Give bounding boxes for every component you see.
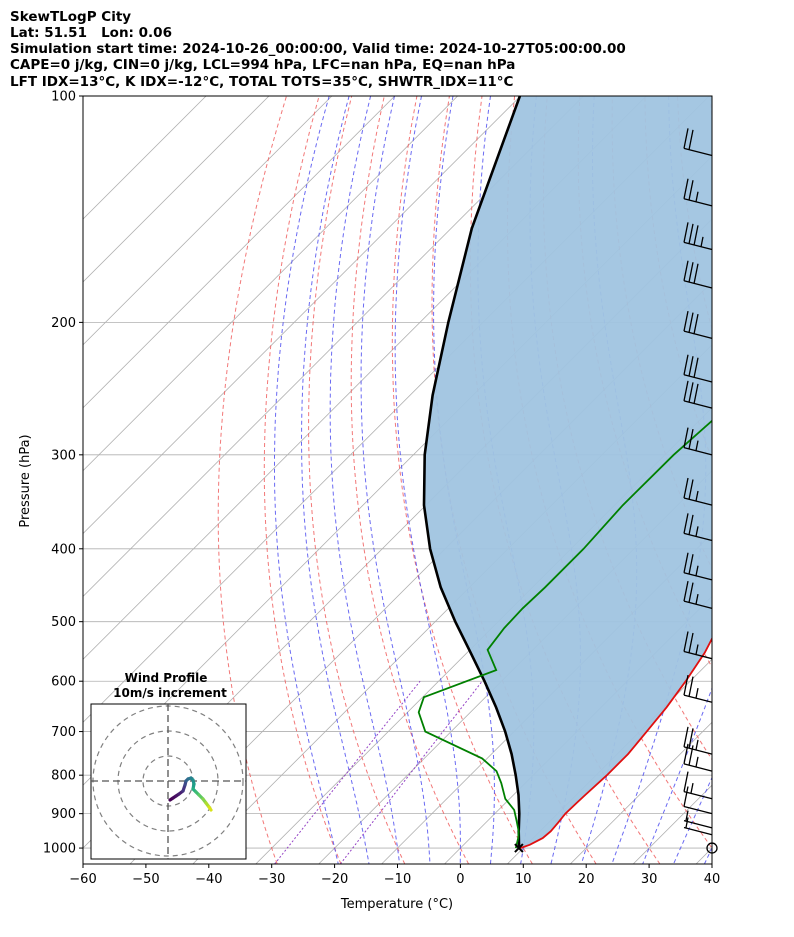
cape-area (424, 96, 712, 849)
dry-adiabat-line (263, 96, 342, 864)
wind-barb (683, 786, 713, 815)
moist-adiabat-line (673, 776, 712, 864)
header-line-3: Simulation start time: 2024-10-26_00:00:… (10, 41, 626, 57)
moist-adiabat-line (329, 96, 401, 864)
hodograph-segment (207, 805, 213, 812)
x-tick-label: −50 (132, 872, 159, 887)
wind-barb (683, 771, 713, 800)
wind-barb (683, 817, 713, 836)
moist-adiabat-line (274, 96, 339, 864)
x-tick-label: 10 (515, 872, 532, 887)
hodograph-inset: Wind Profile 10m/s increment (90, 671, 247, 860)
mixing-ratio-line (274, 680, 421, 864)
x-axis-label: Temperature (°C) (340, 897, 453, 912)
dry-adiabat-line (308, 96, 406, 864)
wind-barb (683, 810, 713, 829)
dewpoint-line (417, 419, 712, 849)
moist-adiabat-line (360, 96, 431, 864)
isotherm-line (83, 96, 584, 598)
y-tick-label: 800 (51, 769, 76, 784)
lcl-marker (514, 843, 524, 853)
dry-adiabat-line (350, 96, 470, 864)
wind-barb (683, 631, 713, 660)
wind-barb (683, 726, 713, 755)
header-line-5: LFT IDX=13°C, K IDX=-12°C, TOTAL TOTS=35… (10, 74, 513, 90)
wind-barb (683, 260, 713, 289)
y-tick-label: 200 (51, 316, 76, 331)
dry-adiabat-line (217, 96, 287, 864)
x-tick-label: −30 (258, 872, 285, 887)
isotherm-line (83, 96, 270, 283)
parcel-profile-line (422, 96, 522, 849)
temperature-line (519, 636, 712, 849)
header-line-2: Lat: 51.51 Lon: 0.06 (10, 25, 172, 41)
cape-shaded-region (424, 96, 712, 849)
y-tick-label: 600 (51, 675, 76, 690)
wind-barb (683, 380, 713, 409)
isotherm-line (83, 96, 458, 472)
dry-adiabat-line (775, 96, 794, 864)
wind-barbs (683, 128, 718, 854)
moist-adiabat-line (703, 846, 712, 864)
y-axis-ticks: 100 200 300 400 500 600 700 800 900 1000 (43, 90, 83, 857)
wind-barb (683, 513, 713, 542)
moist-adiabat-line (394, 96, 461, 864)
wind-barb (683, 552, 713, 581)
y-tick-label: 900 (51, 807, 76, 822)
y-tick-label: 1000 (43, 842, 76, 857)
hodograph-title: Wind Profile (125, 671, 208, 685)
isotherm-line (83, 96, 521, 535)
y-tick-label: 300 (51, 448, 76, 463)
dry-adiabat-line (709, 96, 712, 128)
wind-barb (683, 581, 713, 609)
y-tick-label: 700 (51, 725, 76, 740)
wind-barb (683, 178, 713, 207)
x-tick-label: −60 (69, 872, 96, 887)
x-axis-ticks: −60 −50 −40 −30 −20 −10 0 10 20 30 40 (69, 864, 720, 887)
wind-barb (683, 222, 713, 251)
moist-adiabat-line (301, 96, 370, 864)
y-tick-label: 400 (51, 542, 76, 557)
isotherm-line (83, 96, 396, 409)
dry-adiabat-line (743, 96, 794, 864)
x-tick-label: −40 (195, 872, 222, 887)
wind-barb (683, 674, 713, 703)
moist-adiabat-line (736, 96, 794, 864)
header-line-1: SkewTLogP City (10, 9, 131, 25)
y-axis-label: Pressure (hPa) (18, 434, 33, 527)
y-tick-label: 100 (51, 90, 76, 105)
x-tick-label: 20 (578, 872, 595, 887)
header-line-4: CAPE=0 j/kg, CIN=0 j/kg, LCL=994 hPa, LF… (10, 57, 515, 73)
y-tick-label: 500 (51, 615, 76, 630)
x-tick-label: 0 (456, 872, 464, 887)
moist-adiabat-line (642, 686, 712, 864)
x-tick-label: 30 (641, 872, 658, 887)
isotherm-line (569, 721, 712, 864)
isotherm-line (83, 96, 333, 346)
x-tick-label: −10 (384, 872, 411, 887)
hodograph-subtitle: 10m/s increment (113, 686, 227, 700)
wind-barb (683, 427, 713, 456)
wind-barb (683, 477, 713, 506)
wind-barb (683, 128, 713, 157)
profile-lines (417, 96, 712, 853)
wind-barb (683, 354, 713, 383)
wind-barb (683, 311, 713, 339)
x-tick-label: 40 (704, 872, 721, 887)
x-tick-label: −20 (321, 872, 348, 887)
